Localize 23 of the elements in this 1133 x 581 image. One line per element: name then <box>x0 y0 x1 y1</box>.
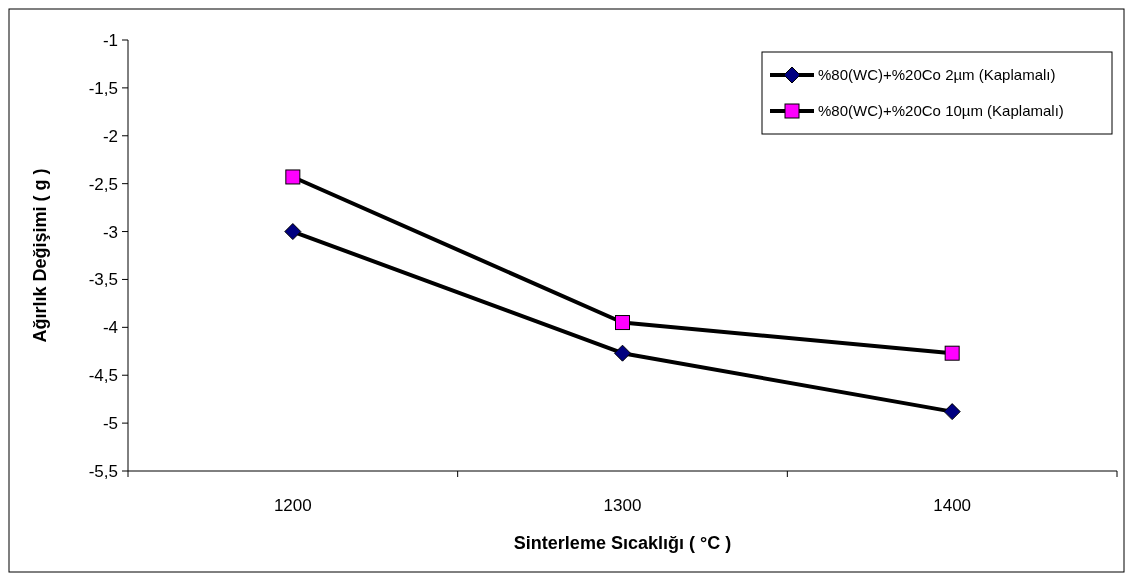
x-tick-label: 1400 <box>933 496 972 515</box>
y-tick-label: -5 <box>102 414 118 434</box>
y-axis-title: Ağırlık Değişimi ( g ) <box>30 168 50 343</box>
x-axis-title: Sinterleme Sıcaklığı ( °C ) <box>513 533 732 553</box>
legend-label: %80(WC)+%20Co 10µm (Kaplamalı) <box>818 102 1064 120</box>
y-tick-label: -3,5 <box>88 270 118 290</box>
y-tick-label: -3 <box>102 222 118 242</box>
point <box>285 169 301 185</box>
y-tick-label: -4 <box>102 318 118 338</box>
point <box>614 344 631 362</box>
x-tick-label: 1200 <box>273 496 312 515</box>
point <box>943 403 961 421</box>
y-tick-label: -2,5 <box>88 174 118 194</box>
y-tick-label: -1 <box>102 30 118 50</box>
y-tick-label: -4,5 <box>88 366 118 386</box>
point <box>284 223 302 241</box>
x-tick-label: 1300 <box>603 496 642 515</box>
point <box>944 345 960 361</box>
y-tick-label: -5,5 <box>88 461 118 481</box>
y-tick-label: -1,5 <box>88 78 118 98</box>
y-tick-label: -2 <box>102 126 118 146</box>
point <box>615 315 630 331</box>
legend-label: %80(WC)+%20Co 2µm (Kaplamalı) <box>818 66 1056 84</box>
